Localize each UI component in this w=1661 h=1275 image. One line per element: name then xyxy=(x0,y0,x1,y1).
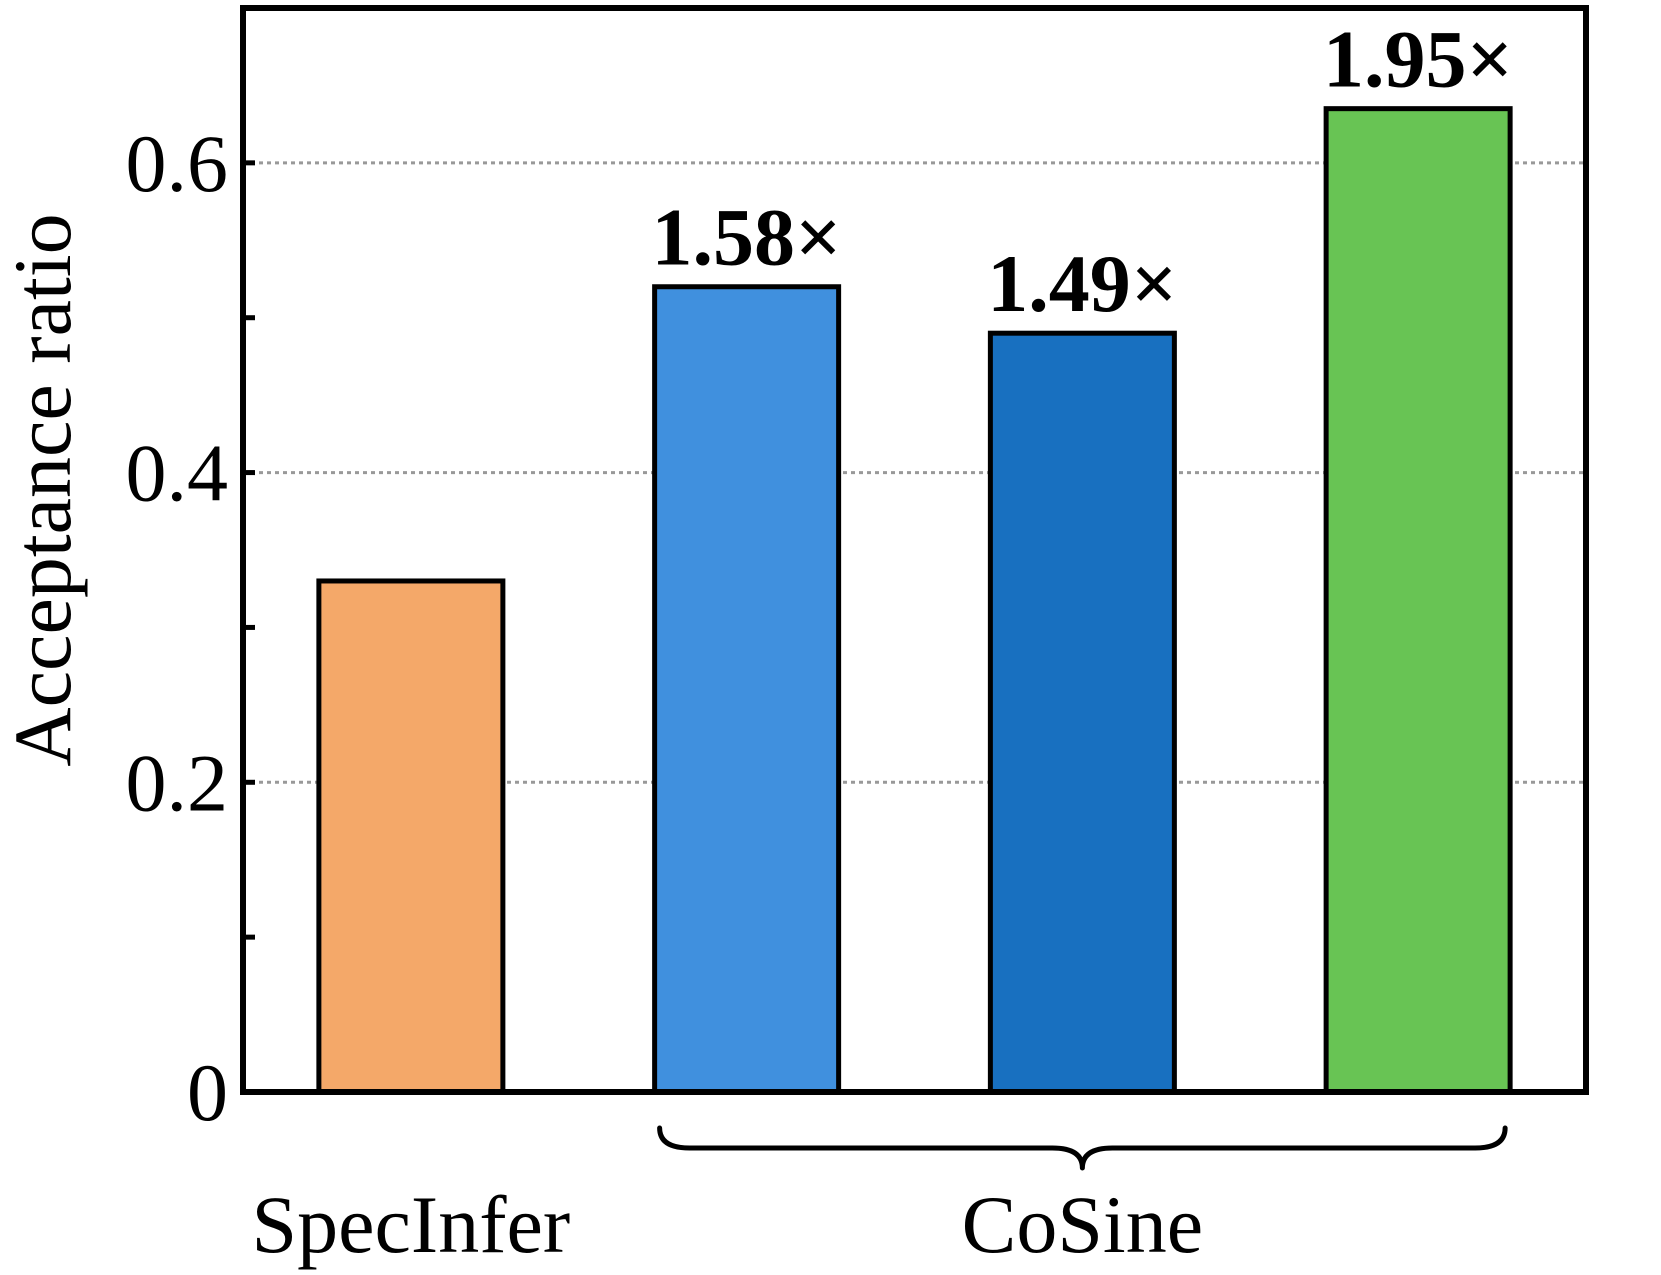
group-labels: SpecInfer CoSine xyxy=(252,1179,1204,1270)
bar-labels: 1.58× 1.49× 1.95× xyxy=(652,14,1514,330)
bar-label-1: 1.58× xyxy=(652,192,842,283)
y-tick-label-0: 0 xyxy=(187,1047,228,1138)
y-tick-label-2: 0.4 xyxy=(126,428,229,519)
y-tick-label-3: 0.6 xyxy=(126,118,229,209)
cosine-group-brace xyxy=(657,1125,1508,1171)
y-axis-title: Acceptance ratio xyxy=(0,213,88,766)
bar-3 xyxy=(1323,106,1513,1095)
y-axis-tick-labels: 0 0.2 0.4 0.6 xyxy=(126,118,229,1138)
bar-label-3: 1.95× xyxy=(1323,14,1513,105)
y-tick-label-1: 0.2 xyxy=(126,737,229,828)
bars xyxy=(316,106,1513,1095)
bar-1 xyxy=(652,284,842,1095)
group-label-1: CoSine xyxy=(962,1179,1203,1270)
bar-0 xyxy=(316,578,506,1095)
bar-2 xyxy=(987,330,1177,1095)
bar-label-2: 1.49× xyxy=(987,238,1177,329)
group-label-0: SpecInfer xyxy=(252,1179,571,1270)
plot-frame xyxy=(240,5,1589,1095)
y-axis-ticks xyxy=(243,160,255,940)
